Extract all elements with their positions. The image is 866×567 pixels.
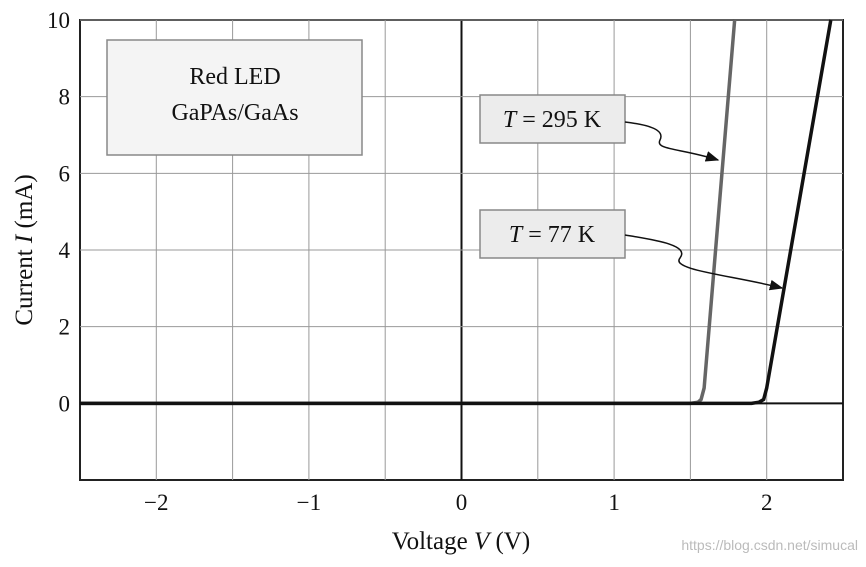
x-label-text: Voltage <box>392 528 468 555</box>
x-axis-label: Voltage V (V) <box>392 528 530 555</box>
arrow <box>624 121 720 162</box>
x-tick-label: 1 <box>608 490 620 515</box>
arrow <box>624 234 784 291</box>
x-tick-label: −1 <box>297 490 321 515</box>
x-label-unit: (V) <box>495 528 530 555</box>
y-label-symbol: I <box>11 233 38 244</box>
y-tick-label: 2 <box>59 315 71 340</box>
y-tick-label: 6 <box>59 161 71 186</box>
y-tick-label: 10 <box>47 8 70 33</box>
y-tick-label: 0 <box>59 391 71 416</box>
x-tick-label: 0 <box>456 490 468 515</box>
annotation: Red LED <box>189 64 280 90</box>
legend-box <box>479 94 626 144</box>
legend-label: T = 295 K <box>503 107 602 133</box>
legend-box <box>479 209 626 259</box>
x-tick-label: −2 <box>144 490 168 515</box>
y-axis-label: Current I (mA) <box>11 174 38 325</box>
y-tick-label: 4 <box>59 238 71 263</box>
x-tick-label: 2 <box>761 490 773 515</box>
y-label-text: Current <box>11 249 38 325</box>
watermark: https://blog.csdn.net/simucal <box>681 537 858 553</box>
legend-label: T = 77 K <box>509 222 596 248</box>
y-tick-label: 8 <box>59 85 71 110</box>
note-box <box>106 39 363 156</box>
annotation: GaPAs/GaAs <box>171 100 298 126</box>
y-label-unit: (mA) <box>11 174 38 228</box>
series-line <box>80 19 833 406</box>
x-label-symbol: V <box>474 528 492 555</box>
